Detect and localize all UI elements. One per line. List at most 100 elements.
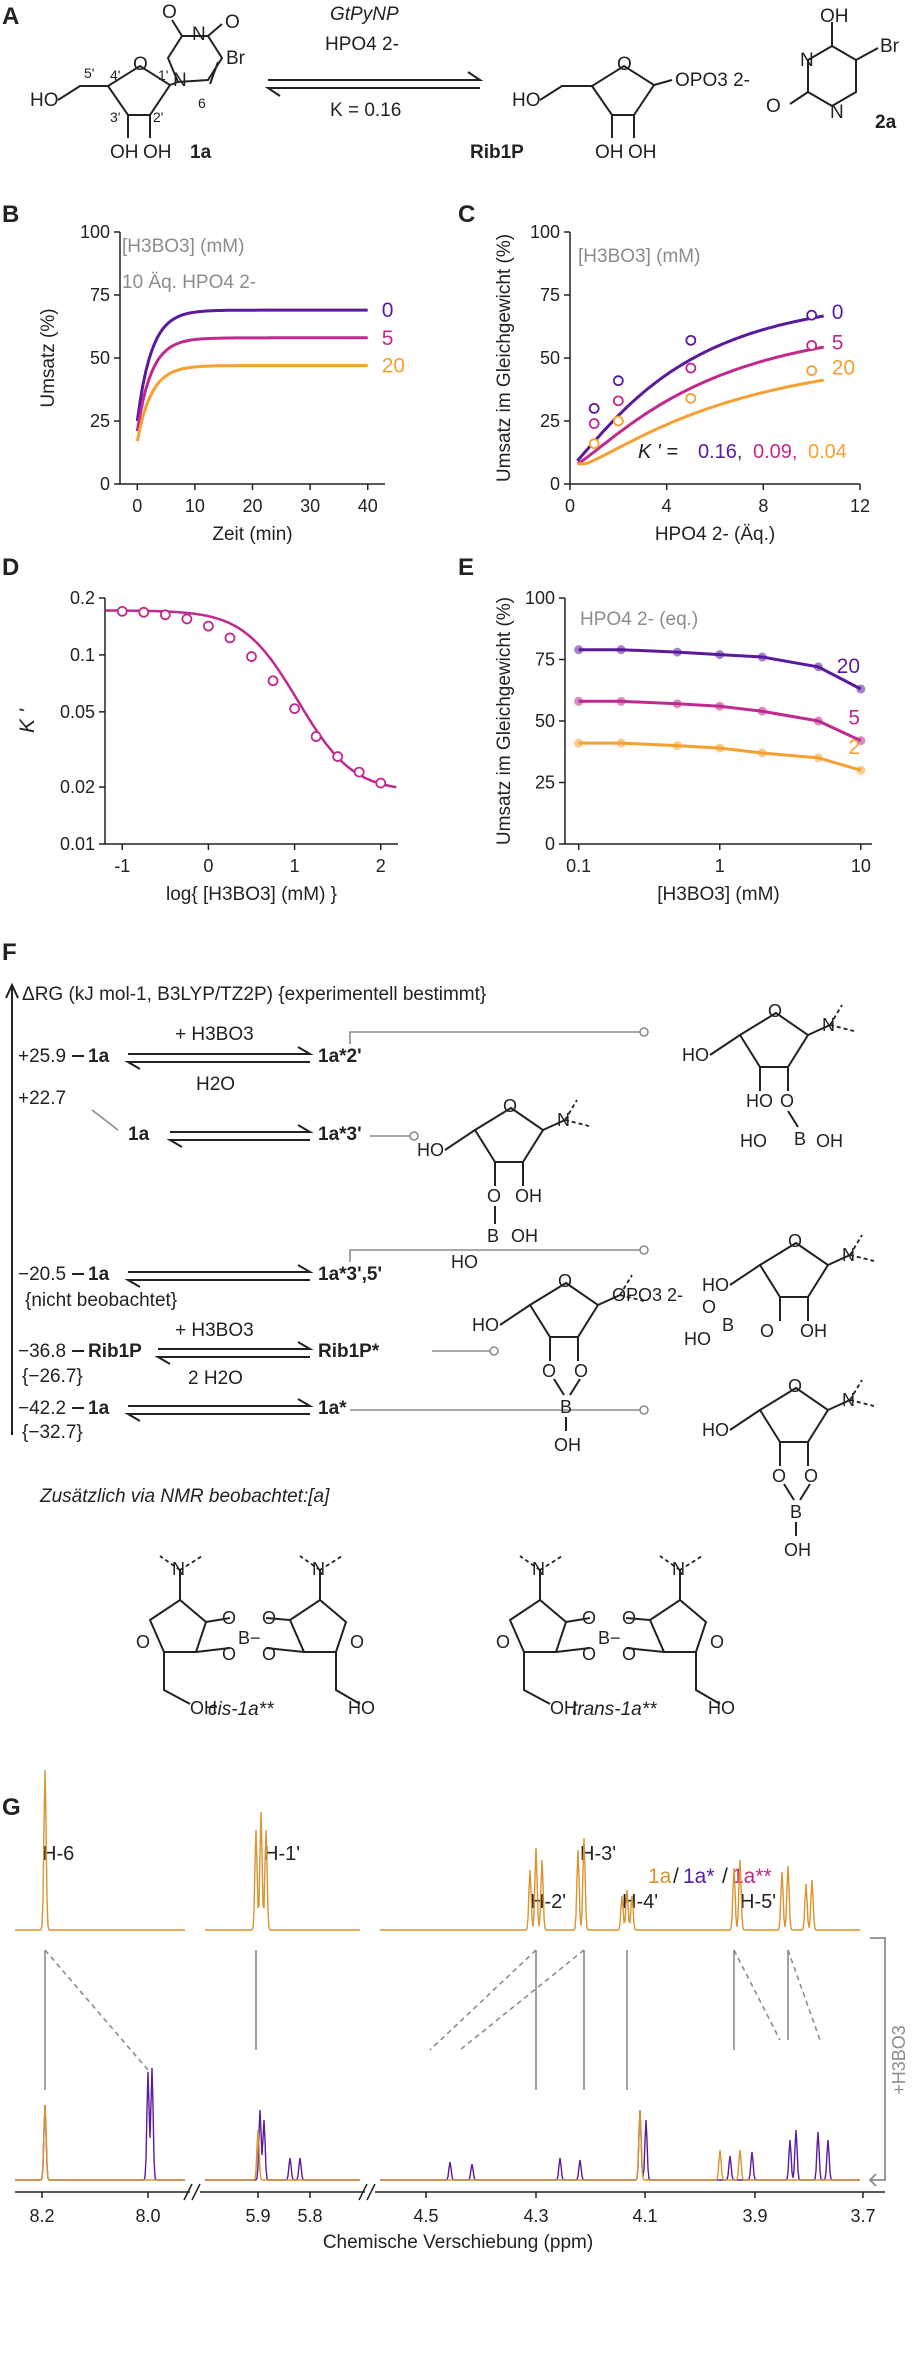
chart-e-ytick-label: 50 [535, 711, 555, 731]
equilibrium-constant: K = 0.16 [330, 100, 401, 121]
chart-e-point [715, 650, 725, 660]
chart-b-series-0 [135, 308, 368, 422]
row2-right: 1a*3' [318, 1124, 362, 1145]
phosphate-label: HPO4 2- [325, 34, 399, 55]
bond [553, 1378, 581, 1396]
chart-e-point [813, 716, 823, 726]
chart-c-ytick-label: 100 [530, 222, 560, 242]
chart-e-annotation: HPO4 2- (eq.) [580, 609, 698, 630]
bond [729, 1264, 761, 1286]
row1-bottom: H2O [196, 1074, 235, 1095]
1a-3-oh: OH [110, 142, 139, 163]
chart-c-point [612, 395, 624, 407]
o-label: O [582, 1644, 596, 1664]
chart-e-point [856, 765, 866, 775]
chart-d-xtick-label: -1 [114, 856, 130, 876]
chart-d-point [289, 703, 300, 715]
chart-e-point [574, 696, 584, 706]
chart-e-ylabel: Umsatz im Gleichgewicht (%) [494, 597, 515, 845]
ho-label: HO [702, 1275, 729, 1295]
ring-o: O [558, 1271, 572, 1291]
n-label: N [312, 1559, 325, 1579]
rib1p-ring-o: O [617, 54, 632, 75]
ho-label: HO [708, 1698, 735, 1718]
nmr-peak-label: H-2' [530, 1891, 566, 1913]
chart-e-point [757, 706, 767, 716]
ho-label: HO [472, 1315, 499, 1335]
ring-o: O [503, 1096, 517, 1116]
1a-o2: O [162, 2, 177, 23]
1a-ring-o: O [133, 54, 148, 75]
molecule-rib1p: HO O OH OH OPO3 2- Rib1P [470, 54, 750, 163]
nmr-legend-item: 1a* [683, 1865, 715, 1888]
o-3: O [487, 1186, 501, 1206]
o-5: O [702, 1297, 716, 1317]
o-label: O [350, 1632, 364, 1652]
o-2: O [804, 1466, 818, 1486]
1a-c5: 5' [84, 65, 94, 81]
row1-left: 1a [88, 1046, 110, 1067]
rib1p-phosphate: OPO3 2- [675, 70, 750, 91]
1a-n1: N [173, 70, 187, 91]
bond [555, 1617, 665, 1653]
bond [827, 1399, 851, 1411]
o-3: O [542, 1361, 556, 1381]
o-label: O [496, 1632, 510, 1652]
chart-b-xtick-label: 0 [132, 496, 142, 516]
1a-c3: 3' [110, 109, 120, 125]
1a-c2: 2' [153, 109, 163, 125]
chart-b-series-label: 5 [382, 327, 394, 350]
bho-label: HO [684, 1329, 711, 1349]
bond [849, 1379, 863, 1401]
o-label: O [262, 1608, 276, 1628]
chart-e-ytick-label: 75 [535, 650, 555, 670]
nmr-dashed-correlation [429, 1949, 537, 2051]
bond [444, 1129, 476, 1151]
nmr-legend-item: 1a [648, 1865, 672, 1888]
row4-bottom: 2 H2O [188, 1368, 243, 1389]
nmr-peak-label: H-6 [42, 1843, 74, 1865]
chart-e-xtick-label: 0.1 [566, 856, 591, 876]
nmr-xtick-label: 4.1 [632, 2206, 657, 2226]
o-label: O [582, 1608, 596, 1628]
chart-e-point [715, 701, 725, 711]
axis-break [183, 2183, 376, 2201]
chart-c-point [806, 365, 818, 377]
b-label: B [487, 1226, 499, 1246]
chart-d-ylabel: K ' [16, 708, 39, 733]
b-minus-label: B− [238, 1628, 261, 1648]
o-2: O [780, 1091, 794, 1111]
chart-e-ytick-label: 100 [525, 588, 555, 608]
chart-e-ytick-label: 0 [545, 834, 555, 854]
chart-e-point [813, 662, 823, 672]
n-label: N [557, 1110, 570, 1130]
ho-label: HO [702, 1420, 729, 1440]
row1-top: + H3BO3 [175, 1024, 254, 1045]
row3-right: 1a*3',5' [318, 1264, 382, 1285]
nmr-peak-label: H-5' [740, 1891, 776, 1913]
chart-d-xtick-label: 2 [376, 856, 386, 876]
ho-label: HO [682, 1045, 709, 1065]
chart-b-ytick-label: 0 [100, 474, 110, 494]
chart-e-point [813, 753, 823, 763]
bond [758, 1386, 830, 1443]
chart-b-xtick-label: 10 [185, 496, 205, 516]
o-3: O [772, 1466, 786, 1486]
n-label: N [172, 1559, 185, 1579]
exp-row-4: {−26.7} [22, 1366, 83, 1387]
chart-c-series-label: 0 [832, 301, 844, 324]
chart-d-point [138, 606, 150, 618]
structure-1a-3: HO O N O OH B OH HO [417, 1096, 590, 1272]
energy-row-3: −20.5 [18, 1264, 66, 1285]
chart-d-point [310, 731, 322, 742]
oh-label: OH [550, 1698, 577, 1718]
chart-c-annotation: [H3BO3] (mM) [578, 246, 700, 267]
rib1p-2-oh: OH [628, 142, 657, 163]
oh-2: OH [800, 1321, 827, 1341]
chart-c-xtick-label: 8 [758, 496, 768, 516]
